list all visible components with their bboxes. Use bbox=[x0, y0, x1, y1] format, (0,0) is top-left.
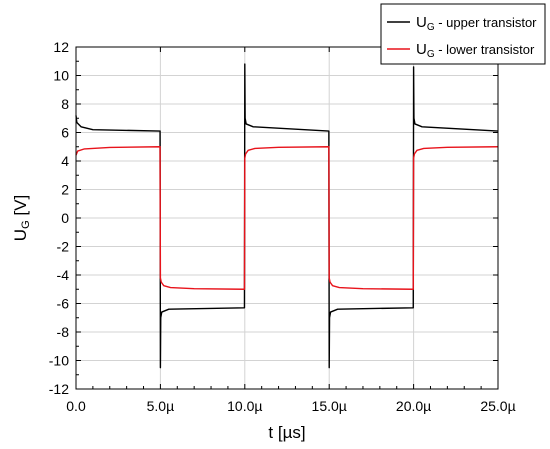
grid bbox=[76, 47, 498, 389]
y-tick-label: -4 bbox=[57, 267, 70, 283]
series-layer bbox=[75, 63, 499, 369]
legend-label-upper-sub: G bbox=[427, 22, 435, 33]
y-tick-label: 4 bbox=[61, 153, 69, 169]
x-tick-label: 10.0µ bbox=[227, 398, 262, 414]
y-tick-label: 10 bbox=[53, 68, 69, 84]
series-upper-transistor bbox=[75, 63, 499, 369]
x-tick-label: 15.0µ bbox=[312, 398, 347, 414]
y-tick-label: -10 bbox=[49, 353, 69, 369]
legend-label-lower-sub: G bbox=[427, 49, 435, 60]
y-tick-label: 12 bbox=[53, 39, 69, 55]
legend-box bbox=[380, 3, 546, 65]
x-tick-label: 5.0µ bbox=[147, 398, 175, 414]
y-tick-label: -6 bbox=[57, 296, 70, 312]
y-axis-title-sub: G bbox=[20, 220, 32, 229]
y-tick-label: 0 bbox=[61, 210, 69, 226]
legend-label-upper-main: U bbox=[416, 14, 427, 31]
y-tick-label: -8 bbox=[57, 324, 70, 340]
x-tick-label: 25.0µ bbox=[480, 398, 515, 414]
legend-label-upper-text: - upper transistor bbox=[435, 15, 538, 30]
series-lower-transistor bbox=[75, 146, 499, 290]
y-axis-title: UG [V] bbox=[11, 195, 32, 241]
y-tick-label: -12 bbox=[49, 381, 69, 397]
legend-label-upper: UG - upper transistor bbox=[416, 14, 537, 33]
x-tick-label: 0.0 bbox=[66, 398, 86, 414]
y-tick-label: -2 bbox=[57, 239, 70, 255]
y-axis-title-main: U bbox=[11, 229, 30, 241]
y-axis-title-unit: [V] bbox=[11, 195, 30, 221]
y-tick-label: 8 bbox=[61, 96, 69, 112]
legend: UG - upper transistor UG - lower transis… bbox=[380, 3, 546, 65]
y-tick-label: 2 bbox=[61, 182, 69, 198]
legend-label-lower: UG - lower transistor bbox=[416, 41, 535, 60]
x-tick-label: 20.0µ bbox=[396, 398, 431, 414]
y-tick-label: 6 bbox=[61, 125, 69, 141]
legend-label-lower-main: U bbox=[416, 41, 427, 58]
legend-label-lower-text: - lower transistor bbox=[435, 42, 535, 57]
x-axis-title: t [µs] bbox=[268, 423, 305, 442]
tick-labels: 0.0 5.0µ 10.0µ 15.0µ 20.0µ 25.0µ -12 -10 -8 -6 -4 -… bbox=[49, 39, 516, 414]
